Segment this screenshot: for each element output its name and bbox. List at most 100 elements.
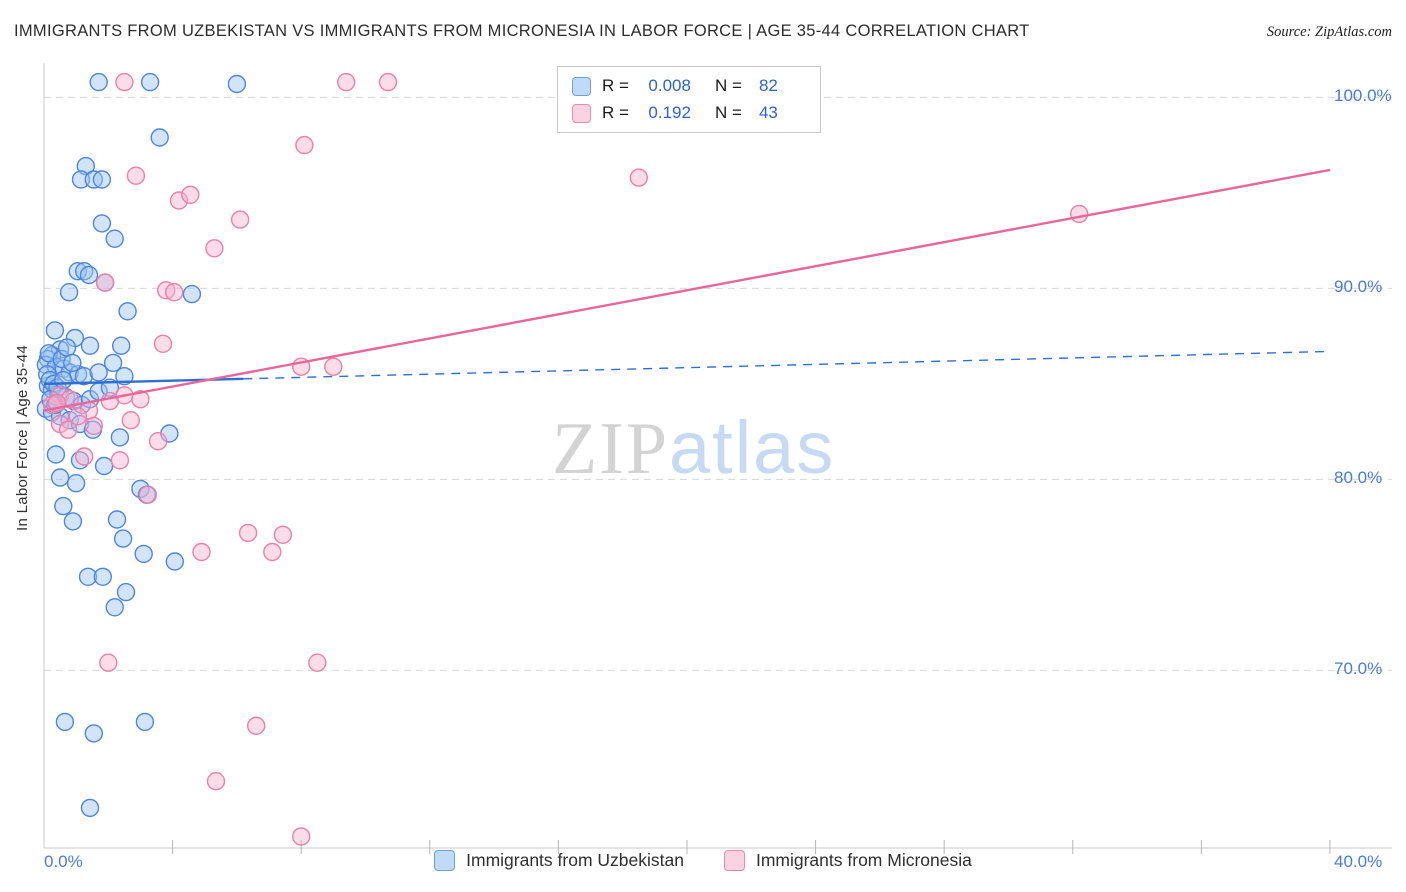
r-label: R = — [602, 76, 629, 95]
legend-item-micronesia: Immigrants from Micronesia — [723, 850, 972, 871]
correlation-legend-box: R = 0.008 N = 82 R = 0.192 N = 43 — [557, 66, 821, 133]
scatter-point — [113, 529, 133, 548]
scatter-point — [292, 827, 311, 846]
scatter-point — [182, 284, 202, 304]
scatter-point — [57, 338, 77, 357]
legend-label: Immigrants from Uzbekistan — [466, 850, 684, 870]
scatter-point — [74, 367, 94, 386]
watermark-zip: ZIP — [552, 408, 669, 490]
scatter-point — [95, 273, 115, 292]
scatter-point — [140, 72, 160, 92]
scatter-point — [116, 582, 136, 602]
scatter-point — [80, 798, 100, 818]
scatter-point — [45, 321, 65, 340]
scatter-point — [121, 411, 141, 430]
scatter-point — [131, 390, 150, 409]
scatter-point — [74, 447, 94, 466]
series-legend: Immigrants from Uzbekistan Immigrants fr… — [0, 850, 1406, 871]
scatter-point — [68, 262, 88, 281]
scatter-point — [111, 336, 131, 355]
scatter-point — [63, 353, 82, 373]
legend-label: Immigrants from Micronesia — [755, 850, 972, 870]
scatter-point — [337, 72, 356, 92]
y-tick-label: 90.0% — [1334, 277, 1383, 297]
scatter-point — [89, 72, 108, 92]
scatter-point — [46, 445, 66, 464]
scatter-point — [79, 265, 99, 285]
r-value: 0.192 — [648, 103, 691, 122]
scatter-point — [227, 74, 247, 94]
y-tick-label: 80.0% — [1334, 468, 1383, 488]
scatter-point — [263, 542, 282, 562]
scatter-point — [150, 128, 169, 147]
watermark: ZIPatlas — [552, 405, 835, 492]
scatter-point — [192, 542, 211, 562]
micronesia-swatch-icon — [572, 103, 591, 123]
scatter-point — [50, 468, 70, 487]
scatter-point — [148, 432, 168, 451]
scatter-point — [164, 283, 184, 302]
scatter-point — [54, 496, 73, 516]
scatter-point — [54, 370, 73, 390]
scatter-point — [206, 772, 226, 791]
scatter-point — [71, 170, 91, 189]
scatter-point — [89, 363, 108, 382]
uzbekistan-swatch-icon — [434, 850, 456, 871]
scatter-point — [126, 166, 146, 185]
scatter-point — [238, 523, 258, 543]
scatter-point — [68, 407, 88, 426]
x-axis-max-label: 40.0% — [1334, 852, 1383, 871]
scatter-point — [59, 283, 79, 302]
scatter-point — [63, 512, 83, 531]
scatter-point — [93, 567, 113, 586]
scatter-point — [118, 302, 137, 321]
scatter-point — [181, 185, 200, 205]
scatter-point — [66, 474, 86, 493]
scatter-point — [308, 653, 327, 672]
legend-row-micronesia: R = 0.192 N = 43 — [572, 103, 806, 123]
scatter-point — [273, 525, 293, 544]
page-title: IMMIGRANTS FROM UZBEKISTAN VS IMMIGRANTS… — [14, 22, 1030, 40]
y-tick-label: 100.0% — [1334, 86, 1392, 106]
scatter-point — [295, 135, 314, 155]
scatter-point — [247, 716, 266, 735]
legend-item-uzbekistan: Immigrants from Uzbekistan — [434, 850, 684, 871]
scatter-point — [92, 214, 112, 233]
scatter-point — [324, 357, 343, 376]
scatter-point — [110, 451, 130, 470]
r-label: R = — [602, 103, 629, 122]
scatter-point — [107, 510, 127, 529]
scatter-point — [78, 567, 98, 586]
scatter-point — [169, 191, 189, 210]
legend-row-uzbekistan: R = 0.008 N = 82 — [572, 76, 806, 96]
trend-line-solid — [43, 168, 1331, 412]
scatter-point — [99, 653, 118, 672]
scatter-point — [230, 210, 250, 229]
scatter-point — [378, 72, 398, 92]
scatter-point — [55, 712, 75, 732]
x-axis-min-label: 0.0% — [44, 852, 83, 871]
scatter-point — [165, 552, 185, 571]
scatter-point — [134, 544, 153, 564]
scatter-point — [80, 336, 100, 355]
scatter-point — [103, 353, 123, 373]
micronesia-swatch-icon — [723, 850, 745, 871]
source-attribution: Source: ZipAtlas.com — [1266, 24, 1392, 40]
scatter-point — [205, 239, 224, 258]
n-value: 43 — [758, 103, 778, 122]
scatter-point — [115, 367, 134, 386]
n-value: 82 — [758, 76, 778, 95]
scatter-point — [629, 168, 648, 187]
scatter-point — [135, 712, 155, 732]
r-value: 0.008 — [648, 76, 691, 95]
scatter-point — [58, 420, 78, 439]
scatter-point — [110, 428, 130, 447]
scatter-point — [1069, 204, 1089, 224]
n-label: N = — [714, 76, 742, 95]
scatter-point — [92, 170, 112, 189]
scatter-point — [105, 229, 124, 248]
watermark-atlas: atlas — [669, 406, 836, 489]
scatter-point — [84, 416, 104, 436]
